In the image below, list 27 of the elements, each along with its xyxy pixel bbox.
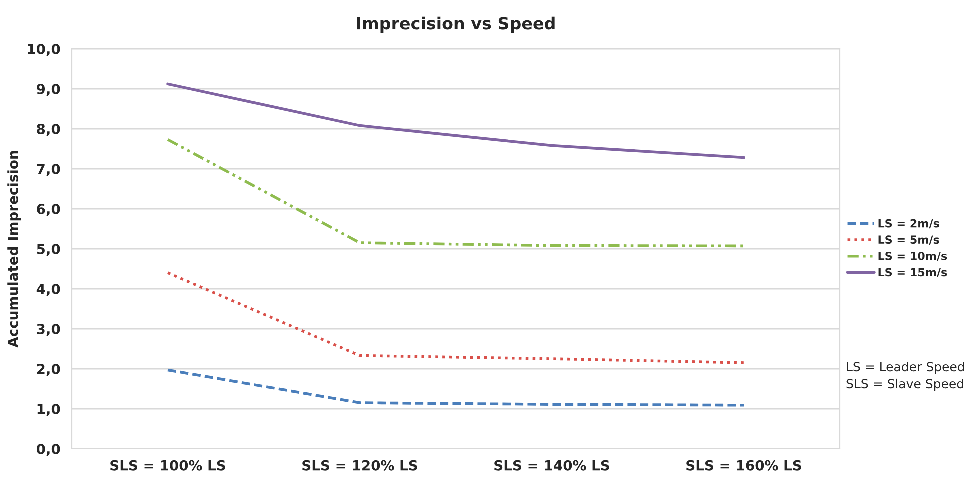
line-series	[166, 138, 746, 248]
y-tick-label: 4,0	[36, 284, 60, 296]
y-tick-label: 1,0	[38, 404, 60, 416]
y-tick-label: 3,0	[37, 324, 60, 336]
y-tick-label: 8,0	[37, 124, 60, 136]
y-tick-label: 6,0	[37, 204, 60, 216]
x-tick-label: SLS = 100% LS	[110, 460, 226, 471]
legend-label: LS = 10m/s	[878, 252, 948, 262]
x-tick-label: SLS = 120% LS	[302, 460, 418, 471]
legend-label: LS = 5m/s	[878, 236, 940, 245]
y-tick-label: 9,0	[37, 84, 60, 96]
chart-title: Imprecision vs Speed	[357, 16, 555, 34]
x-tick-label: SLS = 160% LS	[686, 460, 802, 471]
legend-label: LS = 2m/s	[878, 219, 940, 229]
line-series	[166, 82, 746, 160]
y-tick-label: 0,0	[36, 444, 60, 456]
y-tick-label: 5,0	[37, 244, 60, 256]
x-tick-label: SLS = 140% LS	[494, 460, 610, 471]
line-series	[166, 272, 746, 364]
line-series	[166, 368, 746, 407]
text: SLS = Slave Speed	[846, 378, 964, 392]
y-axis-title: Accumulated Imprecision	[8, 151, 22, 348]
y-tick-label: 10,0	[28, 44, 60, 56]
legend-label: LS = 15m/s	[878, 268, 948, 278]
text: LS = Leader Speed	[847, 362, 964, 374]
y-tick-label: 2,0	[37, 364, 60, 376]
y-tick-label: 7,0	[37, 164, 60, 176]
